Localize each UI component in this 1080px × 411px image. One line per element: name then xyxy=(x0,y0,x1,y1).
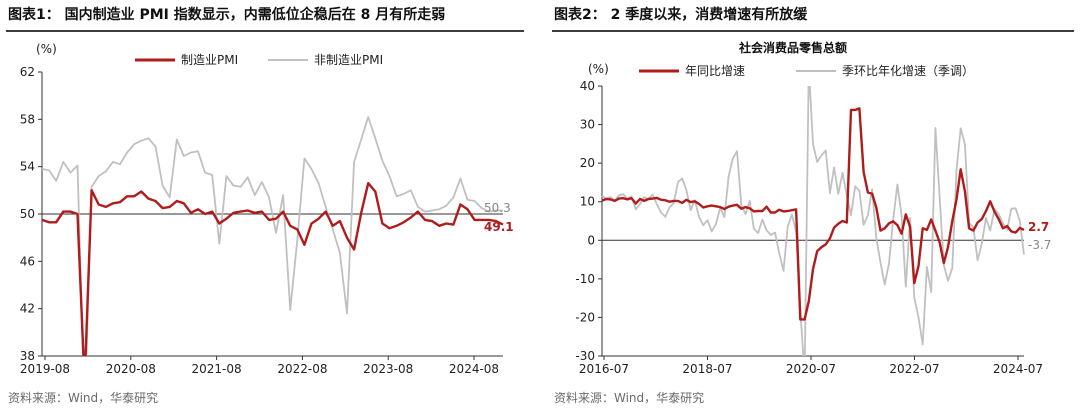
y-tick-label: -20 xyxy=(575,310,595,324)
y-tick-label: 20 xyxy=(580,156,595,170)
source-note: 资料来源：Wind，华泰研究 xyxy=(8,391,159,405)
x-tick-label: 2021-08 xyxy=(192,362,242,376)
legend-label-1: 季环比年化增速（季调） xyxy=(842,64,974,78)
x-tick-label: 2020-08 xyxy=(106,362,156,376)
series-line-1 xyxy=(41,116,503,356)
y-axis-unit: (%) xyxy=(36,42,57,56)
left-panel: 图表1： 国内制造业 PMI 指数显示，内需低位企稳后在 8 月有所走弱 (%)… xyxy=(0,0,530,411)
end-value-label-0: 2.7 xyxy=(1028,220,1049,234)
series-line-1 xyxy=(601,86,1025,356)
y-tick-label: 10 xyxy=(580,195,595,209)
legend-label-1: 非制造业PMI xyxy=(314,53,383,67)
right-panel: 图表2： 2 季度以来，消费增速有所放缓 社会消费品零售总额 (%) -30 -20 -… xyxy=(546,0,1080,411)
legend-label-0: 年同比增速 xyxy=(685,64,745,78)
x-tick-label: 2022-08 xyxy=(277,362,327,376)
y-tick-label: 42 xyxy=(20,302,35,316)
title-rule xyxy=(552,30,1074,32)
legend-label-0: 制造业PMI xyxy=(181,53,238,67)
series-line-0 xyxy=(41,181,504,356)
x-tick-label: 2019-08 xyxy=(20,362,70,376)
y-axis-unit: (%) xyxy=(588,62,609,76)
x-tick-label: 2016-07 xyxy=(579,362,629,376)
x-tick-label: 2024-07 xyxy=(993,362,1043,376)
x-tick-label: 2024-08 xyxy=(449,362,499,376)
y-tick-label: -10 xyxy=(575,272,595,286)
retail-sales-chart: 社会消费品零售总额 (%) -30 -20 -10 0 10 20 30 40 2016-07 201… xyxy=(575,40,1051,376)
y-tick-label: 50 xyxy=(20,207,35,221)
figure-title: 图表2： 2 季度以来，消费增速有所放缓 xyxy=(554,7,808,23)
pmi-chart: (%) 38 42 46 50 54 58 62 2019-08 2020-08 2021-08 20… xyxy=(20,42,514,376)
figure-title: 图表1： 国内制造业 PMI 指数显示，内需低位企稳后在 8 月有所走弱 xyxy=(8,7,446,23)
end-value-label-0: 49.1 xyxy=(484,220,514,234)
y-tick-label: 54 xyxy=(20,160,35,174)
y-tick-label: 40 xyxy=(580,79,595,93)
y-tick-label: 62 xyxy=(20,65,35,79)
y-tick-label: 30 xyxy=(580,118,595,132)
y-tick-label: -30 xyxy=(575,349,595,363)
end-value-label-1: -3.7 xyxy=(1028,238,1051,252)
y-tick-label: 58 xyxy=(20,112,35,126)
series-line-0 xyxy=(601,107,1025,321)
x-tick-label: 2018-07 xyxy=(682,362,732,376)
source-note: 资料来源：Wind，华泰研究 xyxy=(554,391,705,405)
y-tick-label: 0 xyxy=(587,233,595,247)
y-tick-label: 46 xyxy=(20,254,35,268)
x-tick-label: 2023-08 xyxy=(363,362,413,376)
y-tick-label: 38 xyxy=(20,349,35,363)
x-tick-label: 2020-07 xyxy=(786,362,836,376)
end-value-label-1: 50.3 xyxy=(484,201,511,215)
x-tick-label: 2022-07 xyxy=(889,362,939,376)
chart-inner-title: 社会消费品零售总额 xyxy=(738,40,847,55)
title-rule xyxy=(6,30,524,32)
